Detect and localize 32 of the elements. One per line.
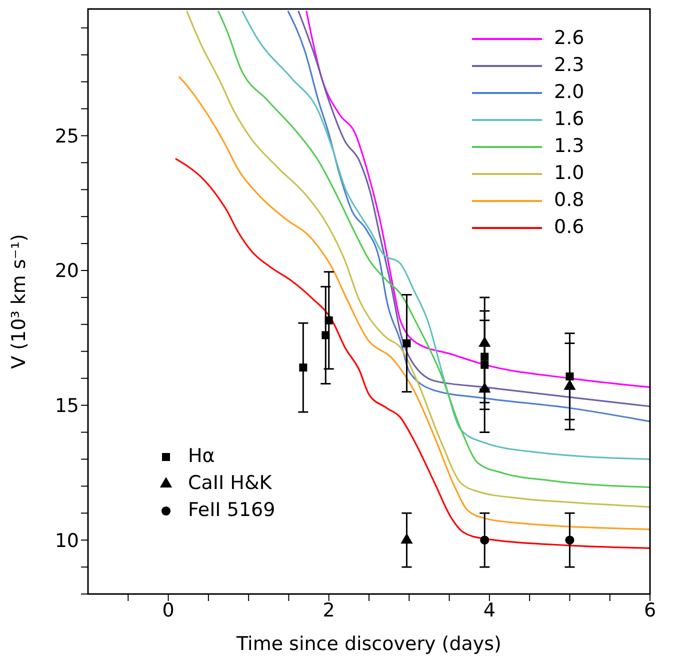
point [322, 331, 330, 340]
legend-label: 0.8 [554, 189, 584, 212]
point [480, 360, 489, 369]
y-tick-label: 10 [54, 530, 79, 552]
point [480, 536, 490, 545]
point [324, 316, 333, 324]
legend-label: 2.6 [554, 27, 584, 50]
line-series [178, 76, 650, 530]
x-axis-title: Time since discovery (days) [236, 633, 502, 655]
x-tick-label: 4 [483, 599, 496, 622]
legend-label: Hα [188, 445, 215, 468]
legend-label: 2.3 [554, 54, 584, 76]
x-tick-label: 6 [644, 599, 656, 622]
legend-label: 2.0 [554, 81, 584, 104]
legend-label: 1.6 [554, 108, 584, 130]
y-axis-title: V (10³ km s⁻¹) [8, 234, 30, 369]
legend-label: 1.3 [554, 135, 584, 158]
legend-label: FeII 5169 [188, 499, 276, 522]
legend-label: 0.6 [554, 216, 584, 238]
x-tick-label: 0 [162, 599, 174, 622]
y-tick-label: 20 [54, 260, 79, 282]
y-tick-label: 15 [54, 395, 79, 418]
x-tick-label: 2 [322, 599, 335, 622]
y-tick-label: 25 [54, 125, 79, 148]
point [402, 339, 411, 348]
point [566, 372, 574, 380]
line-series [174, 158, 650, 549]
point [480, 352, 489, 361]
legend-label: CaII H&K [188, 472, 272, 494]
legend-label: 1.0 [554, 162, 584, 184]
point [299, 364, 308, 372]
point [565, 536, 574, 545]
